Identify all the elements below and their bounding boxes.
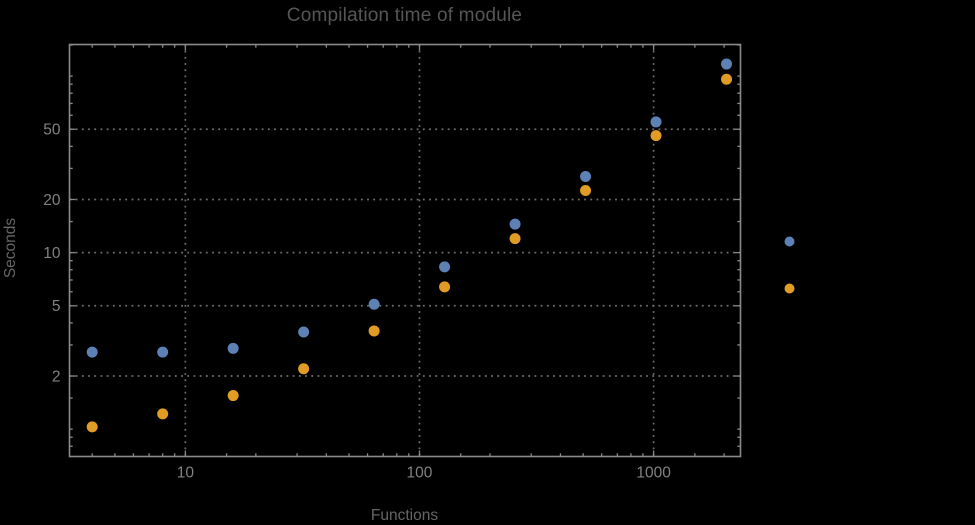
data-point-series_2	[298, 363, 310, 375]
chart-title: Compilation time of module	[286, 5, 523, 26]
data-point-series_2	[157, 408, 169, 420]
data-point-series_1	[650, 116, 662, 128]
data-point-series_2	[509, 233, 521, 245]
data-point-series_1	[298, 326, 310, 338]
data-point-series_1	[439, 261, 451, 273]
data-point-series_1	[368, 298, 380, 310]
x-tick-label: 10	[177, 465, 195, 482]
plot-frame	[68, 43, 742, 458]
data-point-series_2	[86, 421, 98, 433]
data-point-series_2	[439, 281, 451, 293]
data-point-series_1	[157, 346, 169, 358]
y-tick-label: 50	[43, 122, 61, 139]
data-point-series_1	[580, 170, 592, 182]
x-tick-label: 100	[407, 465, 433, 482]
data-point-series_2	[650, 130, 662, 142]
data-point-series_2	[368, 325, 380, 337]
data-point-series_2	[227, 390, 239, 402]
y-axis-label: Seconds	[2, 217, 19, 279]
data-point-series_1	[227, 342, 239, 354]
data-point-series_2	[721, 73, 733, 85]
data-point-series_2	[580, 184, 592, 196]
x-tick-label: 1000	[636, 465, 671, 482]
legend-marker-series_2	[784, 283, 795, 294]
data-point-series_1	[509, 218, 521, 230]
y-tick-label: 20	[43, 192, 61, 209]
y-tick-label: 5	[52, 298, 61, 315]
data-point-series_1	[721, 58, 733, 70]
y-tick-label: 2	[52, 368, 61, 385]
y-tick-label: 10	[43, 245, 61, 262]
legend-marker-series_1	[784, 236, 795, 247]
data-point-series_1	[86, 346, 98, 358]
x-axis-label: Functions	[370, 507, 439, 524]
